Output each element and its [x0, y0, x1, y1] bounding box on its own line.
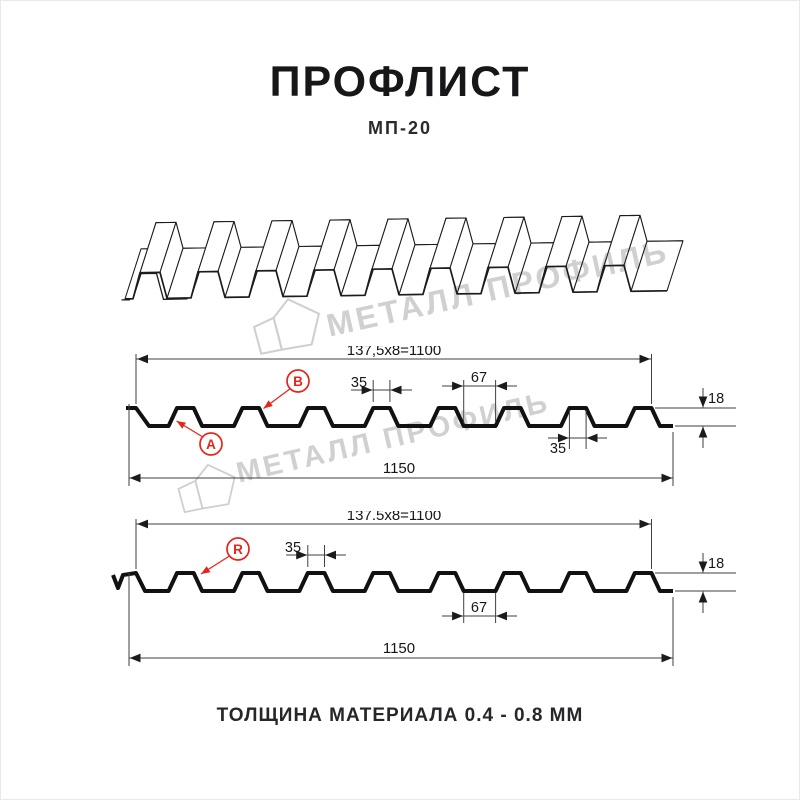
label-r: R	[233, 542, 243, 557]
profile-model-subtitle: МП-20	[368, 118, 432, 138]
label-r-circle	[226, 537, 250, 561]
material-thickness-note: ТОЛЩИНА МАТЕРИАЛА 0.4 - 0.8 ММ	[216, 705, 584, 726]
label-b: B	[293, 374, 303, 389]
label-a: A	[206, 437, 216, 452]
dim-rib-top-width: 35	[285, 540, 301, 556]
profile-outline	[111, 571, 673, 593]
dim-height: 18	[708, 391, 724, 407]
profile-outline	[126, 406, 673, 428]
dim-overall-width: 1150	[383, 460, 415, 477]
cross-section-view-ab: 137,5x8=1100 35 67 18 35	[126, 346, 736, 486]
dim-pitch-total: 137.5x8=1100	[347, 511, 441, 524]
label-b-circle	[286, 369, 310, 393]
dim-valley-width: 67	[471, 600, 487, 616]
dim-valley-width: 67	[471, 370, 487, 386]
dim-rib-top-width: 35	[351, 375, 367, 391]
dim-overall-width: 1150	[383, 640, 415, 657]
dim-pitch-total: 137,5x8=1100	[347, 346, 441, 359]
label-a-circle	[199, 432, 223, 456]
profile-3d-view	[121, 214, 684, 301]
page-title: ПРОФЛИСТ	[269, 58, 531, 106]
dim-height: 18	[708, 556, 724, 572]
cross-section-view-r: 137.5x8=1100 35 67 18 1150 R	[111, 511, 736, 666]
dim-rib-top-width-2: 35	[550, 441, 566, 457]
